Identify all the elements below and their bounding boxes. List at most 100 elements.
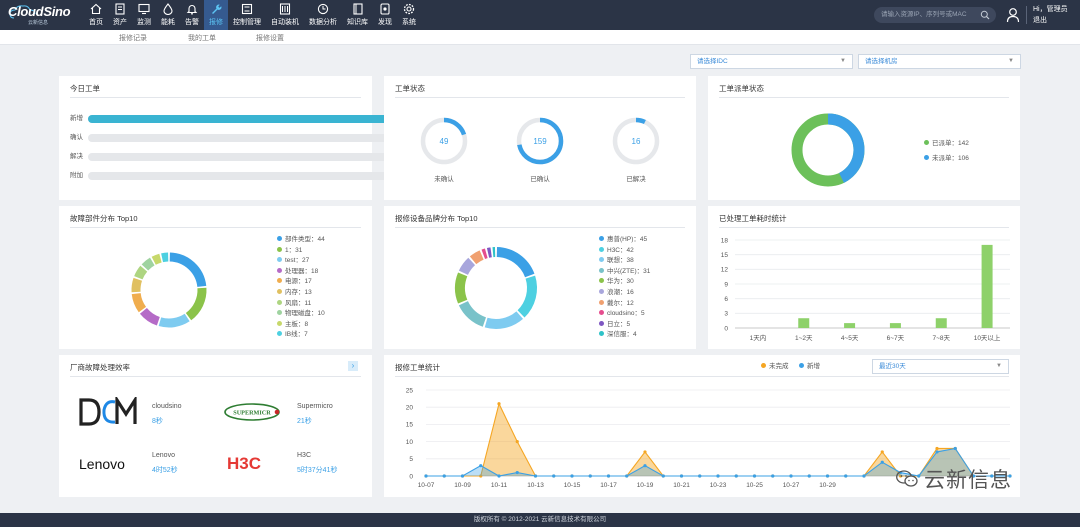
nav-item-home[interactable]: 首页: [84, 0, 108, 30]
data-point[interactable]: [625, 474, 629, 478]
bar[interactable]: [798, 318, 810, 328]
data-point[interactable]: [935, 450, 939, 454]
donut-slice[interactable]: [496, 247, 535, 278]
donut-slice[interactable]: [151, 253, 162, 265]
data-point[interactable]: [935, 446, 939, 451]
search-icon[interactable]: [980, 10, 990, 20]
nav-item-knowledge[interactable]: 知识库: [342, 0, 373, 30]
bar[interactable]: [889, 323, 901, 328]
nav-item-alarm[interactable]: 告警: [180, 0, 204, 30]
data-point[interactable]: [424, 474, 428, 478]
data-point[interactable]: [497, 402, 501, 406]
data-point[interactable]: [880, 450, 884, 454]
data-point[interactable]: [789, 474, 793, 478]
legend-item[interactable]: H3C：42: [599, 246, 634, 255]
date-range-select[interactable]: 最近30天 ▼: [872, 359, 1009, 374]
data-point[interactable]: [679, 474, 684, 478]
legend-incomplete[interactable]: 未完成: [761, 363, 789, 371]
data-point[interactable]: [570, 474, 574, 478]
data-point[interactable]: [442, 474, 446, 478]
data-point[interactable]: [533, 474, 538, 478]
bar[interactable]: [981, 244, 993, 328]
donut-slice[interactable]: [141, 257, 155, 271]
data-point[interactable]: [752, 474, 757, 478]
donut-slice[interactable]: [131, 277, 143, 293]
legend-item[interactable]: 华为：30: [599, 278, 634, 286]
data-point[interactable]: [1008, 474, 1012, 478]
legend-item[interactable]: 处理器：18: [277, 267, 318, 276]
nav-item-system[interactable]: 系统: [397, 0, 421, 30]
subnav-repair-settings[interactable]: 报修设置: [256, 35, 284, 42]
legend-item[interactable]: 中兴(ZTE)：31: [599, 267, 650, 276]
donut-slice[interactable]: [469, 250, 484, 265]
data-point[interactable]: [807, 474, 811, 478]
data-point[interactable]: [588, 474, 592, 478]
logo[interactable]: CloudSino 云新信息: [8, 4, 74, 26]
legend-item[interactable]: 深信服：4: [599, 331, 637, 339]
data-point[interactable]: [990, 474, 994, 478]
legend-item[interactable]: 惠普(HP)：45: [599, 236, 647, 244]
legend-item[interactable]: 物理磁盘：10: [277, 310, 325, 318]
legend-item[interactable]: 风扇：11: [277, 299, 311, 308]
data-point[interactable]: [479, 474, 483, 478]
legend-item[interactable]: 戴尔：12: [599, 299, 634, 308]
data-point[interactable]: [917, 474, 921, 478]
donut-slice[interactable]: [455, 272, 468, 304]
donut-slice[interactable]: [481, 248, 488, 260]
data-point[interactable]: [771, 474, 775, 478]
data-point[interactable]: [497, 474, 501, 478]
donut-slice[interactable]: [131, 292, 147, 313]
donut-slice[interactable]: [484, 311, 524, 329]
donut-slice[interactable]: [458, 257, 476, 276]
subnav-my-orders[interactable]: 我的工单: [188, 35, 216, 42]
data-point[interactable]: [460, 474, 465, 478]
legend-item[interactable]: 联想：38: [599, 257, 634, 265]
legend-item[interactable]: test：27: [277, 257, 309, 265]
data-point[interactable]: [734, 474, 738, 478]
data-point[interactable]: [643, 464, 647, 468]
donut-slice[interactable]: [517, 275, 537, 318]
legend-item[interactable]: IB线：7: [277, 331, 308, 339]
donut-slice[interactable]: [139, 307, 161, 326]
donut-slice[interactable]: [158, 313, 190, 328]
legend-item[interactable]: cloudsino：5: [599, 310, 645, 318]
data-point[interactable]: [971, 474, 976, 478]
data-point[interactable]: [825, 474, 830, 478]
nav-item-monitor[interactable]: 监测: [132, 0, 156, 30]
data-point[interactable]: [643, 450, 647, 454]
legend-item[interactable]: 1：31: [277, 246, 302, 255]
idc-select[interactable]: 请选择IDC ▼: [690, 54, 853, 69]
data-point[interactable]: [661, 474, 665, 478]
user-menu[interactable]: Hi，管理员 退出: [1033, 4, 1068, 26]
chevron-right-icon[interactable]: ›: [348, 361, 358, 371]
bar[interactable]: [935, 318, 947, 328]
nav-item-analysis[interactable]: 数据分析: [304, 0, 342, 30]
data-point[interactable]: [698, 474, 702, 478]
data-point[interactable]: [716, 474, 720, 478]
donut-slice[interactable]: [169, 252, 207, 288]
data-point[interactable]: [606, 474, 611, 478]
bar[interactable]: [844, 323, 856, 328]
legend-item[interactable]: 主板：8: [277, 320, 308, 329]
donut-slice[interactable]: [486, 247, 492, 258]
logout-link[interactable]: 退出: [1033, 17, 1047, 24]
legend-item[interactable]: 浪潮：16: [599, 289, 634, 297]
user-icon[interactable]: [1006, 7, 1020, 23]
donut-slice[interactable]: [458, 300, 487, 327]
data-point[interactable]: [953, 446, 957, 451]
data-point[interactable]: [552, 474, 556, 478]
room-select[interactable]: 请选择机房 ▼: [858, 54, 1021, 69]
legend-item[interactable]: 内存：13: [277, 289, 312, 297]
data-point[interactable]: [862, 474, 866, 478]
nav-item-discover[interactable]: 发现: [373, 0, 397, 30]
donut-slice[interactable]: [134, 265, 148, 280]
legend-item[interactable]: 电源：17: [277, 278, 312, 286]
legend-new[interactable]: 新增: [799, 363, 820, 371]
nav-item-repair[interactable]: 报修: [204, 0, 228, 30]
legend-item[interactable]: 日立：5: [599, 320, 630, 329]
nav-item-assets[interactable]: 资产: [108, 0, 132, 30]
data-point[interactable]: [844, 474, 848, 478]
nav-item-energy[interactable]: 能耗: [156, 0, 180, 30]
data-point[interactable]: [515, 470, 519, 475]
nav-item-control[interactable]: 控制管理: [228, 0, 266, 30]
